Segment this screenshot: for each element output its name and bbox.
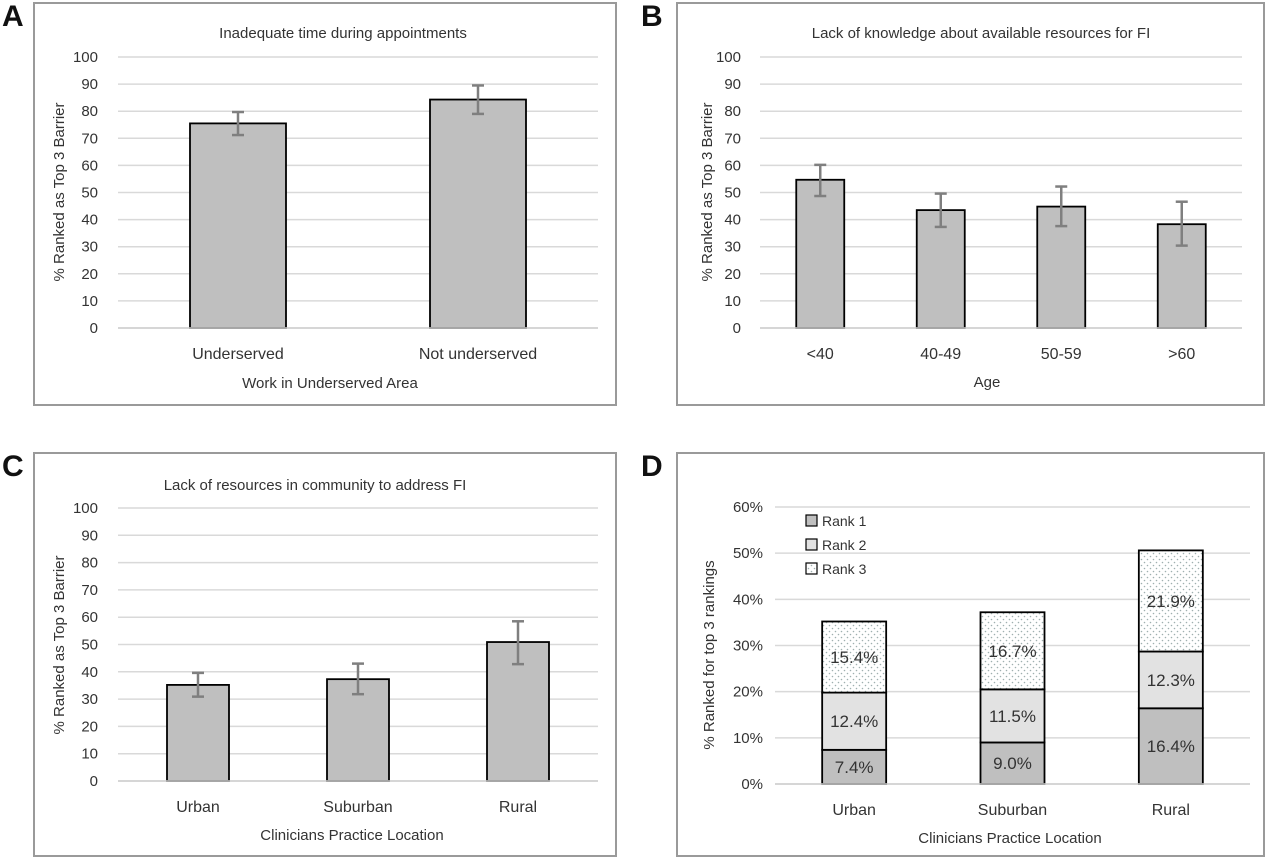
panel-d-y-axis-label: % Ranked for top 3 rankings [701,560,718,749]
panel-b-y-tick-label: 0 [733,320,741,337]
panel-c-y-tick-label: 90 [81,527,98,544]
panel-b-category-label: <40 [807,346,834,363]
panel-d-legend-label: Rank 1 [822,513,867,529]
panel-a-chart-title: Inadequate time during appointments [219,25,467,42]
panel-b-y-tick-label: 20 [724,266,741,283]
panel-a-y-tick-label: 10 [81,293,98,310]
panel-d-segment-label: 12.4% [830,712,878,731]
panel-c-bar [326,678,390,782]
panel-d-stacked-segment [1137,650,1204,710]
panel-c-y-tick-label: 70 [81,582,98,599]
panel-a-y-tick-label: 70 [81,130,98,147]
panel-a-y-tick-label: 50 [81,185,98,202]
panel-d-y-tick-label: 0% [741,776,763,793]
panel-d-segment-label: 16.4% [1147,737,1195,756]
panel-c-y-tick-label: 30 [81,691,98,708]
panel-d-y-tick-label: 10% [733,730,763,747]
panel-c-category-label: Suburban [323,799,392,816]
panel-a-x-axis-label: Work in Underserved Area [242,375,418,392]
panel-c-y-tick-label: 20 [81,718,98,735]
panel-a-y-tick-label: 0 [90,320,98,337]
panel-b-bar [795,178,846,329]
panel-b-y-tick-label: 50 [724,185,741,202]
panel-a-y-axis-label: % Ranked as Top 3 Barrier [51,103,68,282]
panel-b-category-label: 50-59 [1041,346,1082,363]
panel-d-stacked-segment [821,691,888,751]
panel-b-chart-title: Lack of knowledge about available resour… [812,25,1151,42]
panel-a-y-tick-label: 20 [81,266,98,283]
panel-b-y-tick-label: 10 [724,293,741,310]
panel-d-category-label: Rural [1152,802,1190,819]
panel-a-y-tick-label: 60 [81,157,98,174]
panel-d-stacked-segment [1137,549,1204,653]
panel-d-stacked-segment [979,688,1046,744]
panel-a-bar [189,122,287,329]
panel-a-category-label: Underserved [192,346,284,363]
panel-d-legend-swatch [805,538,818,551]
panel-c-y-tick-label: 100 [73,500,98,517]
panel-c-category-label: Urban [176,799,220,816]
panel-letter-a: A [2,0,24,33]
panel-d-stacked-segment [821,620,888,694]
panel-b-y-tick-label: 40 [724,212,741,229]
panel-d-segment-label: 16.7% [988,642,1036,661]
panel-d-x-axis-label: Clinicians Practice Location [918,830,1101,847]
panel-b-x-axis-label: Age [974,374,1001,391]
panel-c-y-tick-label: 40 [81,664,98,681]
panel-c-y-tick-label: 80 [81,555,98,572]
panel-d-legend-label: Rank 3 [822,561,867,577]
panel-d-segment-label: 9.0% [993,754,1032,773]
panel-d-y-tick-label: 20% [733,684,763,701]
panel-b-y-tick-label: 80 [724,103,741,120]
panel-a-y-tick-label: 40 [81,212,98,229]
panel-d-segment-label: 7.4% [835,758,874,777]
panel-d-segment-label: 21.9% [1147,592,1195,611]
panel-b-y-tick-label: 100 [716,49,741,66]
panel-b-y-tick-label: 30 [724,239,741,256]
panel-d-legend-swatch [805,562,818,575]
panel-d-y-tick-label: 40% [733,591,763,608]
panel-b-y-tick-label: 60 [724,157,741,174]
panel-letter-c: C [2,450,24,483]
panel-b-y-tick-label: 70 [724,130,741,147]
panel-b-frame [676,2,1265,406]
panel-d-legend-label: Rank 2 [822,537,867,553]
panel-b-y-axis-label: % Ranked as Top 3 Barrier [699,103,716,282]
panel-letter-b: B [641,0,663,33]
panel-a-y-tick-label: 90 [81,76,98,93]
panel-c-bar [166,684,230,782]
panel-d-segment-label: 12.3% [1147,671,1195,690]
panel-d-category-label: Urban [832,802,876,819]
panel-letter-d: D [641,450,663,483]
panel-d-y-tick-label: 30% [733,638,763,655]
panel-c-category-label: Rural [499,799,537,816]
panel-c-y-tick-label: 50 [81,637,98,654]
panel-d-legend-swatch [805,514,818,527]
panel-b-category-label: 40-49 [920,346,961,363]
panel-a-bar [429,98,527,329]
panel-c-x-axis-label: Clinicians Practice Location [260,827,443,844]
panel-a-category-label: Not underserved [419,346,537,363]
panel-d-segment-label: 11.5% [989,707,1036,726]
panel-c-y-axis-label: % Ranked as Top 3 Barrier [51,556,68,735]
panel-d-stacked-segment [979,611,1046,691]
panel-a-y-tick-label: 30 [81,239,98,256]
panel-d-y-tick-label: 50% [733,545,763,562]
panel-d-y-tick-label: 60% [733,499,763,516]
panel-c-y-tick-label: 0 [90,773,98,790]
panel-a-y-tick-label: 80 [81,103,98,120]
panel-c-chart-title: Lack of resources in community to addres… [164,477,467,494]
panel-d-segment-label: 15.4% [830,648,878,667]
panel-c-y-tick-label: 10 [81,746,98,763]
panel-b-category-label: >60 [1168,346,1195,363]
panel-d-category-label: Suburban [978,802,1047,819]
panel-a-y-tick-label: 100 [73,49,98,66]
panel-c-y-tick-label: 60 [81,609,98,626]
panel-b-y-tick-label: 90 [724,76,741,93]
